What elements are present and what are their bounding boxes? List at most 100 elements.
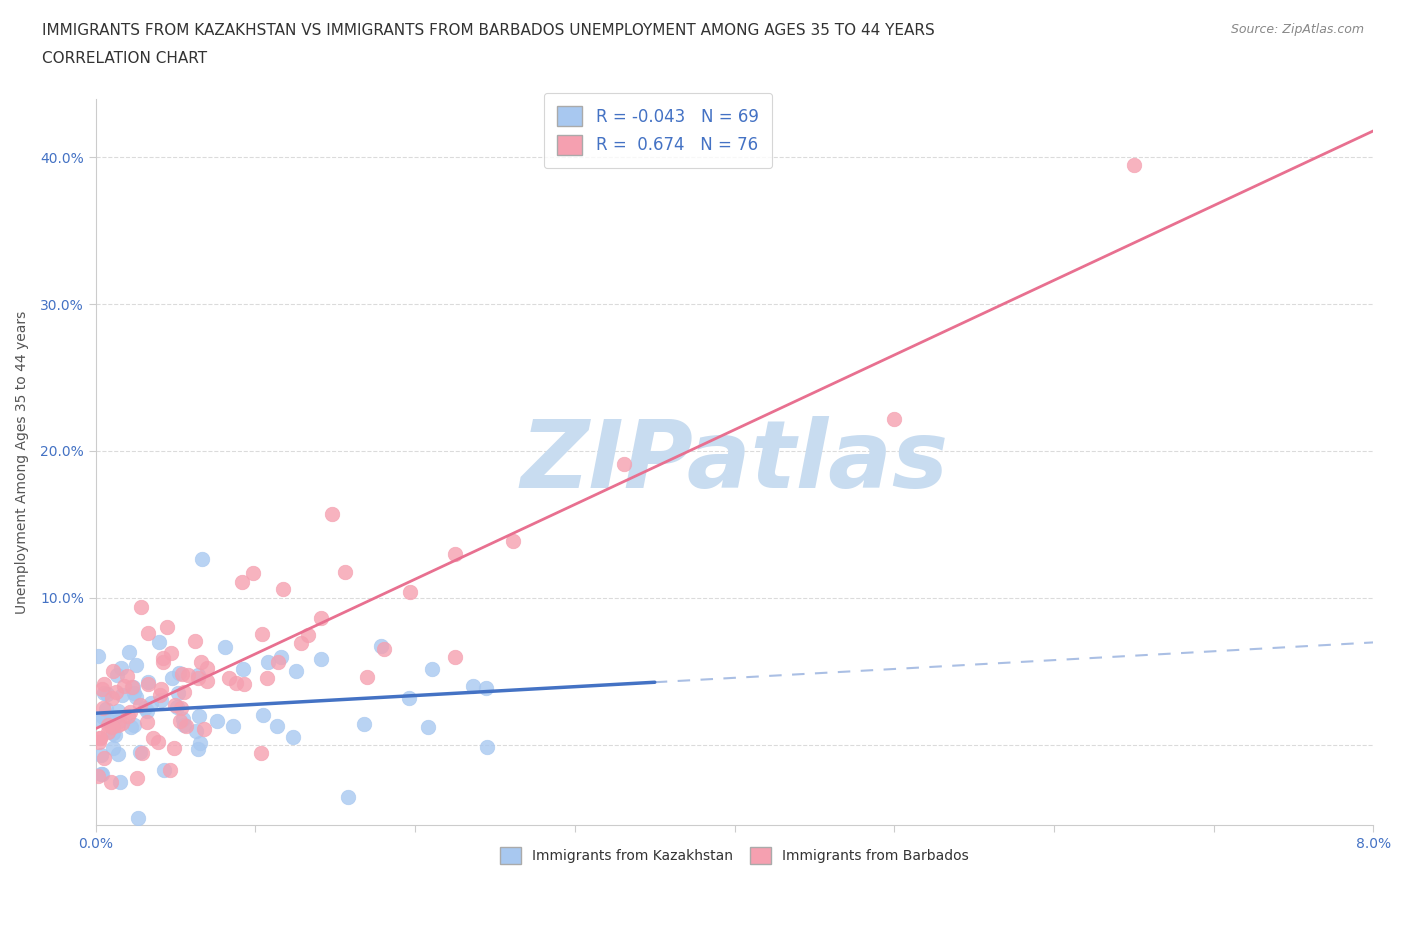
Point (163, 741, 186, 756)
Point (131, 746, 153, 761)
Point (107, 713, 129, 728)
Point (86, 768, 108, 783)
Point (477, 740, 499, 755)
Point (136, 626, 159, 641)
Point (93, 751, 115, 765)
Point (100, 775, 122, 790)
Point (232, 661, 254, 676)
Point (461, 678, 484, 693)
Point (297, 628, 319, 643)
Point (207, 713, 229, 728)
Point (172, 711, 194, 726)
Point (117, 709, 139, 724)
Point (94, 701, 117, 716)
Point (218, 671, 240, 685)
Point (170, 700, 193, 715)
Point (336, 790, 359, 804)
Point (96, 724, 118, 739)
Point (121, 679, 143, 694)
Point (187, 742, 209, 757)
Point (149, 687, 172, 702)
Point (321, 506, 343, 521)
Point (101, 725, 124, 740)
Point (613, 457, 636, 472)
Point (156, 619, 179, 634)
Point (152, 650, 174, 665)
Point (121, 680, 143, 695)
Point (250, 627, 273, 642)
Point (172, 666, 194, 681)
Point (107, 717, 129, 732)
Point (89, 730, 111, 745)
Point (91, 767, 114, 782)
Point (177, 667, 200, 682)
Point (160, 671, 183, 685)
Point (187, 671, 209, 685)
Point (135, 703, 157, 718)
Point (101, 691, 124, 706)
Point (101, 719, 124, 734)
Point (418, 719, 440, 734)
Point (87, 648, 110, 663)
Point (159, 645, 181, 660)
Point (290, 636, 312, 651)
Point (111, 715, 134, 730)
Point (91, 700, 114, 715)
Point (166, 699, 188, 714)
Point (190, 736, 212, 751)
Point (105, 685, 128, 700)
Point (309, 652, 332, 667)
Point (104, 728, 127, 743)
Legend: Immigrants from Kazakhstan, Immigrants from Barbados: Immigrants from Kazakhstan, Immigrants f… (495, 841, 974, 870)
Point (105, 668, 128, 683)
Point (101, 664, 124, 679)
Point (142, 730, 165, 745)
Point (187, 667, 209, 682)
Point (353, 717, 375, 732)
Point (174, 719, 197, 734)
Point (266, 719, 288, 734)
Point (111, 687, 134, 702)
Point (165, 698, 187, 712)
Point (107, 746, 129, 761)
Point (193, 721, 215, 736)
Point (139, 696, 162, 711)
Point (89, 735, 111, 750)
Point (89, 730, 111, 745)
Point (231, 574, 253, 589)
Point (190, 655, 212, 670)
Point (128, 698, 150, 712)
Point (118, 644, 141, 659)
Point (91, 710, 114, 724)
Point (135, 715, 157, 730)
Point (167, 665, 190, 680)
Point (190, 551, 212, 566)
Point (256, 655, 278, 670)
Point (252, 708, 274, 723)
Point (90, 766, 112, 781)
Point (167, 685, 190, 700)
Point (444, 649, 467, 664)
Y-axis label: Unemployment Among Ages 35 to 44 years: Unemployment Among Ages 35 to 44 years (15, 311, 30, 614)
Point (98, 714, 121, 729)
Point (125, 689, 148, 704)
Point (125, 658, 148, 672)
Point (115, 669, 138, 684)
Point (96, 686, 118, 701)
Point (370, 639, 392, 654)
Point (89, 711, 111, 726)
Point (90, 748, 112, 763)
Point (214, 640, 236, 655)
Point (107, 704, 129, 719)
Point (128, 744, 150, 759)
Point (399, 585, 422, 600)
Point (222, 719, 245, 734)
Point (97, 717, 120, 732)
Point (311, 611, 333, 626)
Point (184, 724, 207, 738)
Point (195, 661, 218, 676)
Point (127, 771, 149, 786)
Point (232, 676, 254, 691)
Point (281, 729, 304, 744)
Point (173, 718, 195, 733)
